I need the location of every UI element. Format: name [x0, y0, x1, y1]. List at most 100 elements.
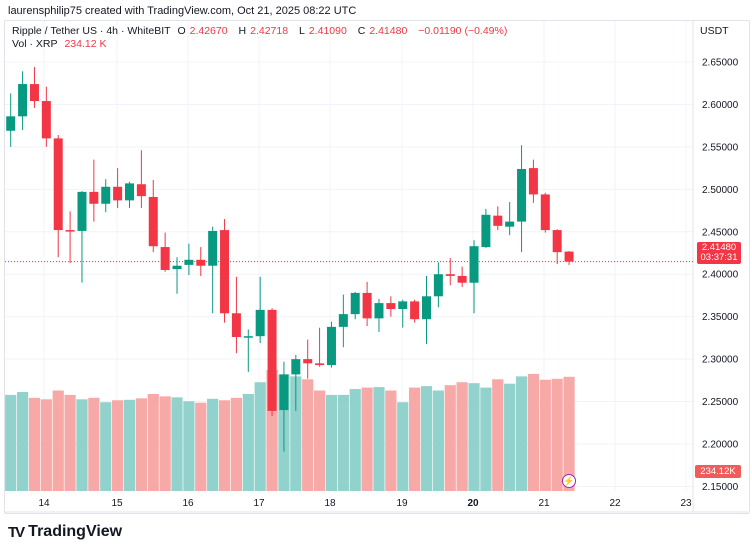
price-tick-label: 2.55000	[702, 142, 739, 153]
low-label: L	[299, 25, 305, 37]
time-tick-label: 18	[324, 498, 336, 509]
candle-body	[362, 292, 372, 319]
volume-bar	[218, 400, 231, 491]
time-tick-label: 22	[609, 498, 621, 509]
symbol-title[interactable]: Ripple / Tether US · 4h · WhiteBIT	[12, 25, 171, 37]
time-tick-label: 14	[38, 498, 50, 509]
candle-body	[77, 191, 87, 231]
candle-body	[18, 84, 28, 117]
volume-bar	[76, 399, 88, 491]
time-tick-label: 16	[182, 498, 194, 509]
candle-body	[445, 274, 455, 276]
last-price-tag: 2.41480 03:37:31	[697, 242, 741, 264]
volume-bar	[52, 390, 64, 491]
price-tick-label: 2.20000	[702, 440, 739, 451]
volume-bar	[409, 387, 421, 491]
volume-bar	[504, 383, 516, 491]
candle-body	[469, 246, 479, 283]
price-tick-label: 2.25000	[702, 397, 739, 408]
volume-bar	[361, 387, 373, 491]
lightning-icon[interactable]: ⚡	[562, 474, 576, 488]
open-value: 2.42670	[189, 25, 228, 37]
last-price: 2.41480	[701, 241, 737, 253]
candle-body	[303, 359, 313, 364]
volume-bar	[539, 379, 551, 491]
candle-body	[65, 230, 75, 232]
candle-body	[505, 221, 515, 227]
candle-body	[457, 275, 467, 283]
candle-body	[422, 296, 431, 320]
candle-body	[101, 186, 111, 204]
price-tick-label: 2.45000	[702, 227, 739, 238]
volume-bar	[373, 387, 385, 491]
time-tick-label: 15	[111, 498, 123, 509]
candle-body	[53, 138, 63, 231]
candle-body	[552, 230, 562, 253]
chart-frame	[4, 20, 750, 514]
candle-body	[220, 230, 230, 314]
volume-bar	[468, 383, 480, 491]
candle-body	[315, 363, 325, 366]
candle-body	[113, 186, 123, 201]
candle-body	[29, 84, 39, 102]
volume-tag: 234.12K	[695, 465, 741, 478]
volume-bar	[456, 382, 468, 491]
volume-bar	[527, 373, 540, 491]
candle-body	[528, 168, 538, 195]
price-tick-label: 2.65000	[702, 58, 739, 69]
volume-bar	[397, 402, 409, 491]
candle-body	[291, 359, 301, 375]
candle-body	[517, 168, 527, 222]
volume-bar	[325, 394, 338, 491]
volume-bar	[337, 394, 349, 491]
candle-body	[6, 116, 16, 131]
price-tick-label: 2.40000	[702, 270, 739, 281]
low-value: 2.41090	[308, 25, 347, 37]
volume-bar	[444, 385, 456, 491]
tradingview-logo: TV TradingView	[8, 523, 122, 541]
volume-bar	[135, 398, 147, 491]
volume-bar	[266, 370, 278, 491]
volume-label[interactable]: Vol · XRP	[12, 38, 58, 50]
candle-body	[136, 184, 146, 197]
close-value: 2.41480	[369, 25, 408, 37]
time-tick-label: 20	[467, 498, 479, 509]
time-tick-label: 19	[396, 498, 408, 509]
high-label: H	[238, 25, 247, 37]
volume-bar	[88, 397, 100, 491]
volume-bar	[432, 390, 444, 491]
candle-body	[338, 314, 348, 327]
candle-body	[172, 265, 182, 270]
volume-bar	[551, 378, 563, 491]
volume-bar	[16, 391, 29, 491]
candle-body	[386, 303, 396, 310]
brand-name: TradingView	[28, 523, 123, 540]
price-tick-label: 2.35000	[702, 312, 739, 323]
candle-body	[160, 247, 170, 270]
candle-body	[279, 374, 289, 411]
tradingview-logo-icon: TV	[8, 523, 25, 541]
volume-bar	[147, 393, 159, 491]
volume-bar	[159, 396, 171, 491]
candle-body	[326, 326, 336, 366]
volume-bar	[349, 389, 361, 491]
price-tick-label: 2.50000	[702, 185, 739, 196]
volume-bar	[230, 397, 243, 491]
change-value: −0.01190 (−0.49%)	[418, 25, 508, 37]
price-tick-label: 2.15000	[702, 482, 739, 493]
bar-countdown: 03:37:31	[700, 252, 738, 263]
candle-body	[196, 259, 206, 266]
candle-body	[481, 214, 491, 248]
volume-bar	[242, 393, 254, 491]
candle-body	[89, 191, 99, 204]
volume-bar	[123, 399, 136, 491]
candle-body	[208, 230, 218, 266]
volume-bar	[313, 390, 326, 491]
candle-body	[540, 194, 550, 231]
price-tick-label: 2.30000	[702, 355, 739, 366]
volume-bar	[171, 397, 183, 491]
candle-body	[374, 303, 384, 319]
candle-body	[148, 196, 158, 247]
currency-label[interactable]: USDT	[700, 25, 729, 37]
